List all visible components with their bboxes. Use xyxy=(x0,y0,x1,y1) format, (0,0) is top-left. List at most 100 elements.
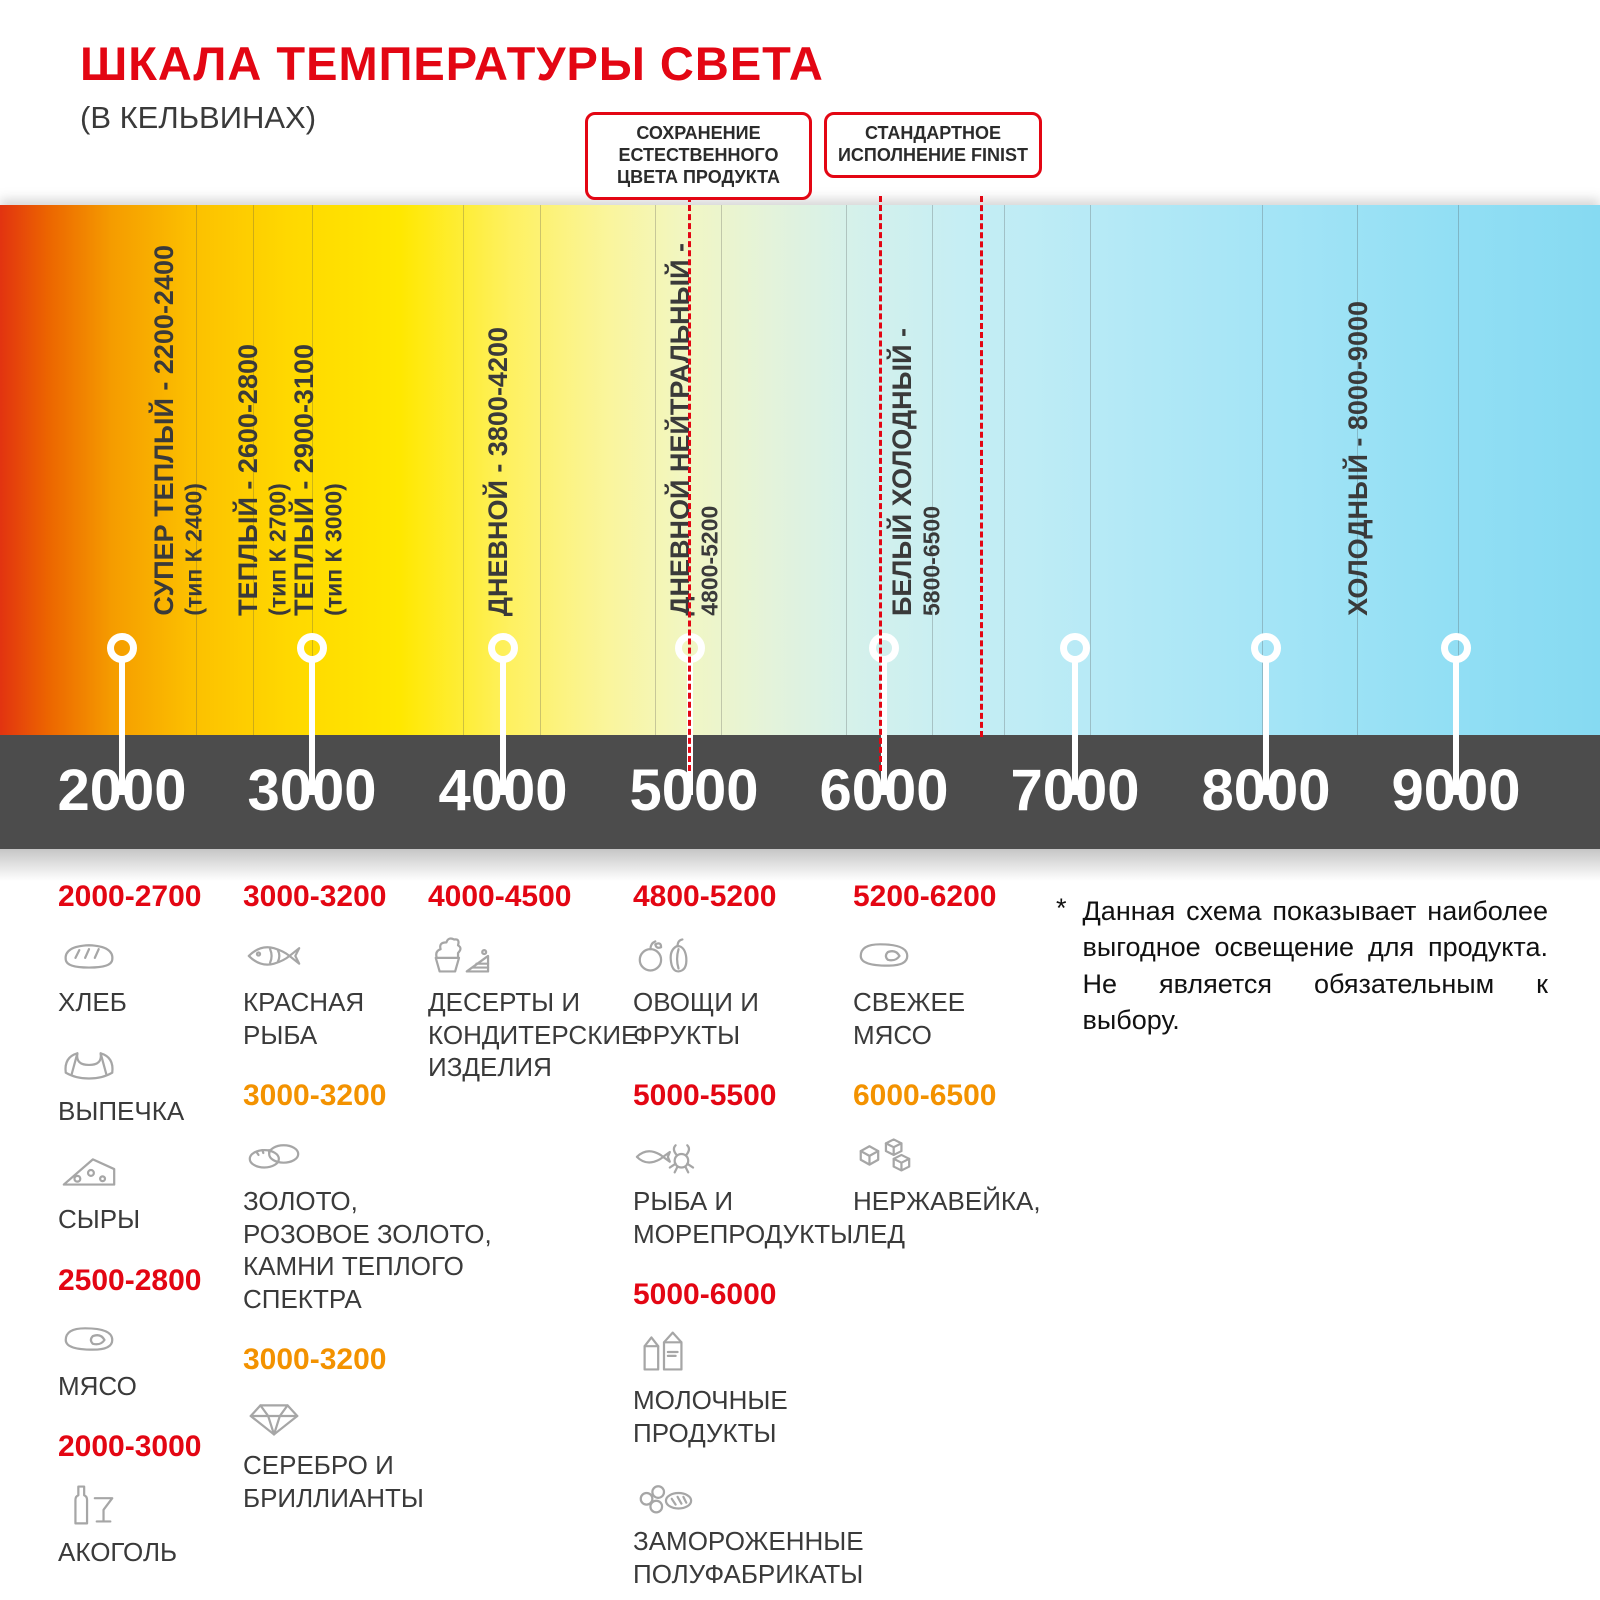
legend-item: МОЛОЧНЫЕ ПРОДУКТЫ xyxy=(633,1328,933,1449)
zone-label-daylight-neutral: ДНЕВНОЙ НЕЙТРАЛЬНЫЙ - 4800-5200 xyxy=(664,243,724,616)
zone-label-warm-2700: ТЕПЛЫЙ - 2600-2800 (тип К 2700) xyxy=(232,344,292,616)
legend-item: ЗАМОРОЖЕННЫЕ ПОЛУФАБРИКАТЫ xyxy=(633,1469,933,1590)
gridline xyxy=(655,205,656,735)
range-heading: 5000-5500 xyxy=(633,1079,777,1112)
item-label: СЫРЫ xyxy=(58,1204,141,1234)
gridline xyxy=(196,205,197,735)
marker-circle xyxy=(1441,633,1471,663)
item-label: МЯСО xyxy=(58,1370,137,1401)
marker-stem xyxy=(881,661,887,795)
axis-shadow xyxy=(0,849,1600,881)
callout-finist-standard: СТАНДАРТНОЕ ИСПОЛНЕНИЕ FINIST xyxy=(824,112,1042,178)
seafood-icon xyxy=(633,1129,695,1177)
scale-marker-9000 xyxy=(1441,633,1471,797)
gridline xyxy=(253,205,254,735)
item-label: ДЕСЕРТЫ И КОНДИТЕРСКИЕ ИЗДЕЛИЯ xyxy=(428,987,639,1082)
zone-label-super-warm: СУПЕР ТЕПЛЫЙ - 2200-2400 (тип К 2400) xyxy=(148,245,208,616)
alcohol-icon xyxy=(58,1480,120,1528)
dashed-line-finist-6500 xyxy=(980,196,983,737)
marker-stem xyxy=(1453,661,1459,795)
legend-item: КРАСНАЯ РЫБА xyxy=(243,930,493,1051)
footnote-text: Данная схема показывает наиболее выгодно… xyxy=(1082,896,1548,1036)
legend-column-5: 5200-6200 СВЕЖЕЕ МЯСО 6000-6500 НЕРЖАВЕЙ… xyxy=(853,880,1068,1270)
legend-item: МЯСО xyxy=(58,1314,238,1403)
temperature-gradient-band xyxy=(0,205,1600,735)
legend-item: ХЛЕБ xyxy=(58,930,238,1019)
zone-range: 4800-5200 xyxy=(696,506,723,616)
zone-label-cold-white: БЕЛЫЙ ХОЛОДНЫЙ - 5800-6500 xyxy=(886,328,946,616)
rings-icon xyxy=(243,1129,305,1177)
zone-type: (тип К 3000) xyxy=(320,483,347,616)
legend-item: АКОГОЛЬ xyxy=(58,1480,238,1569)
item-label: СВЕЖЕЕ МЯСО xyxy=(853,987,966,1050)
item-label: ЗАМОРОЖЕННЫЕ ПОЛУФАБРИКАТЫ xyxy=(633,1526,864,1589)
zone-name: ХОЛОДНЫЙ - 8000-9000 xyxy=(1343,301,1373,616)
gridline xyxy=(1004,205,1005,735)
zone-name: ТЕПЛЫЙ - 2600-2800 xyxy=(233,344,263,616)
marker-stem xyxy=(309,661,315,795)
zone-type: (тип К 2400) xyxy=(180,483,207,616)
gridline xyxy=(721,205,722,735)
item-label: КРАСНАЯ РЫБА xyxy=(243,987,365,1050)
fruits-icon xyxy=(633,930,695,978)
legend-item: СЫРЫ xyxy=(58,1147,238,1236)
milk-icon xyxy=(633,1328,695,1376)
legend-column-4: 4800-5200 ОВОЩИ И ФРУКТЫ 5000-5500 РЫБА … xyxy=(633,880,933,1600)
legend-item: РЫБА И МОРЕПРОДУКТЫ xyxy=(633,1129,933,1250)
gridline xyxy=(846,205,847,735)
gridline xyxy=(463,205,464,735)
footnote: * Данная схема показывает наиболее выгод… xyxy=(1056,893,1548,1039)
scale-marker-7000 xyxy=(1060,633,1090,797)
range-heading: 3000-3200 xyxy=(243,1343,387,1376)
scale-marker-8000 xyxy=(1251,633,1281,797)
legend-column-2: 3000-3200 КРАСНАЯ РЫБА 3000-3200 ЗОЛОТО,… xyxy=(243,880,493,1534)
legend-item: СЕРЕБРО И БРИЛЛИАНТЫ xyxy=(243,1393,493,1514)
legend-item: ВЫПЕЧКА xyxy=(58,1039,238,1128)
scale-marker-3000 xyxy=(297,633,327,797)
legend-item: СВЕЖЕЕ МЯСО xyxy=(853,930,1068,1051)
range-heading: 3000-3200 xyxy=(243,880,387,913)
item-label: ВЫПЕЧКА xyxy=(58,1095,185,1126)
dashed-line-natural-color xyxy=(688,196,691,771)
item-label: СЕРЕБРО И БРИЛЛИАНТЫ xyxy=(243,1450,424,1513)
gridline xyxy=(1357,205,1358,735)
range-heading: 2500-2800 xyxy=(58,1263,202,1297)
gridline xyxy=(1458,205,1459,735)
range-heading: 3000-3200 xyxy=(243,1079,387,1112)
zone-name: ТЕПЛЫЙ - 2900-3100 xyxy=(289,344,319,616)
item-label: НЕРЖАВЕЙКА, ЛЕД xyxy=(853,1186,1041,1249)
zone-name: ДНЕВНОЙ - 3800-4200 xyxy=(483,326,513,616)
cheese-icon xyxy=(58,1147,120,1195)
legend-item: ЗОЛОТО, РОЗОВОЕ ЗОЛОТО, КАМНИ ТЕПЛОГО СП… xyxy=(243,1129,493,1315)
ice-cubes-icon xyxy=(853,1129,915,1177)
zone-label-warm-3000: ТЕПЛЫЙ - 2900-3100 (тип К 3000) xyxy=(288,344,348,616)
meat-icon xyxy=(58,1314,120,1362)
zone-label-cold: ХОЛОДНЫЙ - 8000-9000 xyxy=(1342,301,1374,616)
legend-item: ОВОЩИ И ФРУКТЫ xyxy=(633,930,933,1051)
range-heading: 5000-6000 xyxy=(633,1278,777,1311)
legend-item: ДЕСЕРТЫ И КОНДИТЕРСКИЕ ИЗДЕЛИЯ xyxy=(428,930,643,1084)
zone-name: БЕЛЫЙ ХОЛОДНЫЙ - xyxy=(887,328,917,616)
page-title: ШКАЛА ТЕМПЕРАТУРЫ СВЕТА xyxy=(80,37,824,90)
marker-stem xyxy=(500,661,506,795)
marker-circle xyxy=(1251,633,1281,663)
legend-column-3: 4000-4500 ДЕСЕРТЫ И КОНДИТЕРСКИЕ ИЗДЕЛИЯ xyxy=(428,880,643,1104)
gridline xyxy=(1262,205,1263,735)
legend-item: НЕРЖАВЕЙКА, ЛЕД xyxy=(853,1129,1068,1250)
footnote-asterisk: * xyxy=(1056,893,1067,923)
marker-circle xyxy=(297,633,327,663)
dashed-line-finist-6000 xyxy=(879,196,882,771)
marker-stem xyxy=(1263,661,1269,795)
zone-label-daylight: ДНЕВНОЙ - 3800-4200 xyxy=(482,327,514,616)
axis-tick-5000: 5000 xyxy=(629,758,759,823)
gridline xyxy=(1090,205,1091,735)
legend-column-1: 2000-2700 ХЛЕБ ВЫПЕЧКА СЫРЫ 2500-2800 МЯ… xyxy=(58,880,238,1589)
range-heading: 2000-2700 xyxy=(58,880,202,913)
fresh-meat-icon xyxy=(853,930,915,978)
axis-bar: 2000 3000 4000 5000 6000 7000 8000 9000 xyxy=(0,735,1600,849)
item-label: АКОГОЛЬ xyxy=(58,1537,178,1567)
range-heading: 5200-6200 xyxy=(853,880,997,913)
scale-marker-6000 xyxy=(869,633,899,797)
diamond-icon xyxy=(243,1393,305,1441)
